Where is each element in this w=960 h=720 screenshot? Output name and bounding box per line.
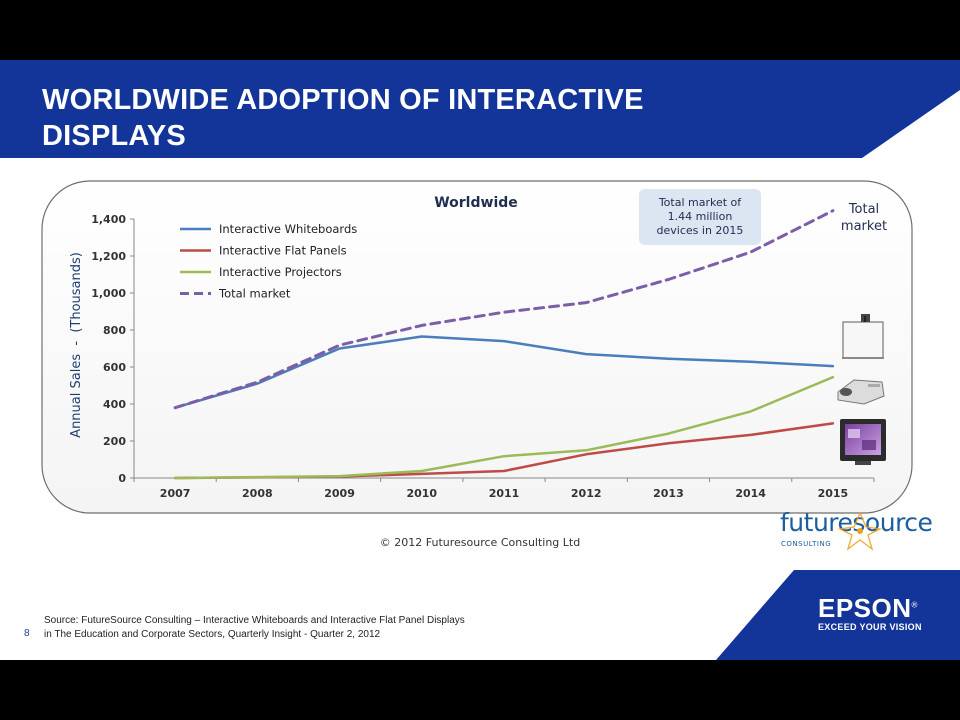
x-tick-label: 2013	[653, 487, 684, 500]
callout-line: Total market of	[658, 196, 742, 209]
page-number: 8	[24, 628, 30, 639]
source-line-2: in The Education and Corporate Sectors, …	[44, 629, 381, 640]
registered-mark-icon: ®	[911, 600, 918, 610]
interactive-whiteboard-icon	[842, 314, 884, 359]
y-tick-label: 1,200	[91, 250, 126, 263]
title-band	[0, 60, 960, 158]
y-tick-label: 0	[118, 472, 126, 485]
futuresource-star-icon	[837, 511, 883, 551]
y-tick-label: 200	[103, 435, 126, 448]
x-tick-label: 2015	[818, 487, 849, 500]
total-market-end-label: Total market	[834, 201, 894, 235]
short-throw-projector-icon	[837, 379, 885, 405]
legend-label: Interactive Whiteboards	[219, 222, 357, 236]
series-line-total-market	[173, 209, 835, 410]
y-axis-label: Annual Sales - (Thousands)	[69, 252, 84, 438]
legend-label: Interactive Flat Panels	[219, 244, 347, 258]
y-tick-label: 600	[103, 361, 126, 374]
x-tick-label: 2010	[406, 487, 437, 500]
x-tick-label: 2011	[489, 487, 520, 500]
legend-label: Total market	[218, 287, 291, 301]
x-tick-label: 2009	[324, 487, 355, 500]
epson-logo: EPSON®	[818, 593, 918, 624]
epson-logo-text: EPSON	[818, 593, 912, 623]
source-note: Source: FutureSource Consulting – Intera…	[44, 614, 465, 642]
y-tick-label: 400	[103, 398, 126, 411]
chart-panel	[41, 180, 913, 514]
end-label-line: market	[840, 219, 888, 234]
y-tick-label: 800	[103, 324, 126, 337]
x-tick-label: 2007	[160, 487, 191, 500]
legend-label: Interactive Projectors	[219, 265, 342, 279]
callout-line: 1.44 million	[667, 210, 733, 223]
x-tick-label: 2008	[242, 487, 273, 500]
series-line-interactive-whiteboards	[173, 335, 835, 409]
callout-line: devices in 2015	[656, 224, 744, 237]
total-market-callout: Total market of 1.44 million devices in …	[639, 189, 761, 245]
y-tick-label: 1,400	[91, 213, 126, 226]
y-tick-label: 1,000	[91, 287, 126, 300]
futuresource-logo-subtitle: CONSULTING	[781, 540, 832, 548]
chart-title: Worldwide	[434, 195, 518, 211]
series-line-interactive-projectors	[173, 375, 835, 480]
copyright-note: © 2012 Futuresource Consulting Ltd	[379, 536, 581, 549]
flat-panel-display-icon	[840, 419, 886, 465]
epson-tagline: EXCEED YOUR VISION	[818, 622, 922, 632]
end-label-line: Total	[848, 202, 880, 217]
x-tick-label: 2014	[735, 487, 766, 500]
page-title: WORLDWIDE ADOPTION OF INTERACTIVE DISPLA…	[42, 84, 644, 152]
x-tick-label: 2012	[571, 487, 602, 500]
brand-band	[716, 570, 960, 660]
source-line-1: Source: FutureSource Consulting – Intera…	[44, 615, 465, 626]
